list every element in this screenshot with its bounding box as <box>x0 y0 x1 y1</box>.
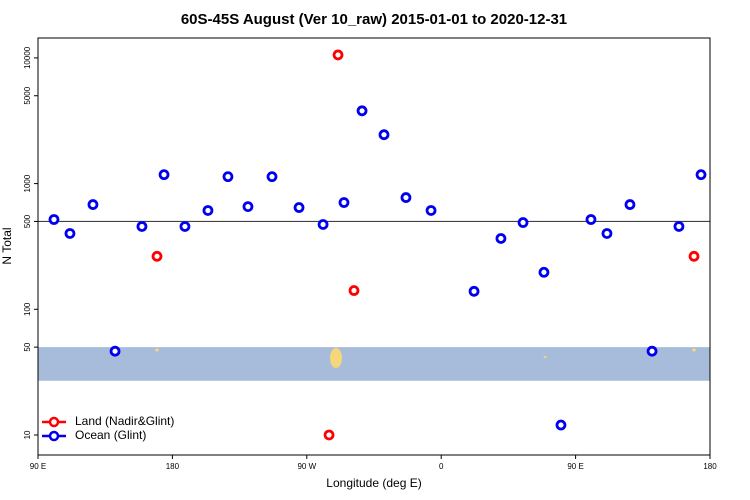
point <box>468 285 480 297</box>
point <box>425 205 437 216</box>
point <box>356 105 368 117</box>
point <box>601 228 613 239</box>
band <box>38 347 710 381</box>
point <box>242 201 254 213</box>
point <box>585 214 597 225</box>
point <box>695 169 707 181</box>
y-tick-label: 500 <box>23 214 32 228</box>
land-shapes <box>155 348 696 368</box>
point <box>109 345 121 357</box>
x-tick-label: 90 W <box>297 462 316 471</box>
point <box>64 228 76 239</box>
y-tick-label: 50 <box>23 342 32 351</box>
x-tick-label: 90 E <box>567 462 583 471</box>
point <box>323 429 335 441</box>
y-axis-label: N Total <box>0 227 14 264</box>
point <box>517 217 529 228</box>
point <box>179 221 191 232</box>
point <box>222 171 234 183</box>
point <box>538 266 550 278</box>
point <box>400 192 412 203</box>
point <box>293 202 305 213</box>
point <box>332 49 344 61</box>
legend-label: Ocean (Glint) <box>75 428 146 442</box>
x-tick-label: 180 <box>166 462 180 471</box>
point <box>338 197 350 208</box>
point <box>136 221 148 232</box>
point <box>378 129 390 141</box>
point <box>151 250 163 262</box>
y-tick-label: 100 <box>23 302 32 316</box>
point <box>646 345 658 357</box>
y-tick-label: 10 <box>23 430 32 439</box>
point <box>87 199 99 210</box>
point <box>48 214 60 225</box>
point <box>688 250 700 262</box>
y-tick-label: 5000 <box>23 86 32 104</box>
point <box>348 285 360 296</box>
legend-marker <box>48 416 60 428</box>
legend-marker <box>48 430 60 442</box>
y-tick-label: 10000 <box>23 46 32 69</box>
plot-frame <box>37 37 711 456</box>
x-axis-label: Longitude (deg E) <box>326 476 421 490</box>
plot-area <box>38 347 710 381</box>
x-tick-label: 0 <box>439 462 444 471</box>
point <box>673 221 685 232</box>
x-tick-label: 90 E <box>30 462 46 471</box>
point <box>495 233 507 244</box>
chart-title: 60S-45S August (Ver 10_raw) 2015-01-01 t… <box>181 11 567 28</box>
point <box>317 219 329 230</box>
point <box>266 171 278 183</box>
x-tick-label: 180 <box>703 462 717 471</box>
point <box>202 205 214 216</box>
y-tick-label: 1000 <box>23 174 32 192</box>
legend-label: Land (Nadir&Glint) <box>75 414 174 428</box>
point <box>158 169 170 181</box>
point <box>555 419 567 431</box>
point <box>624 199 636 210</box>
